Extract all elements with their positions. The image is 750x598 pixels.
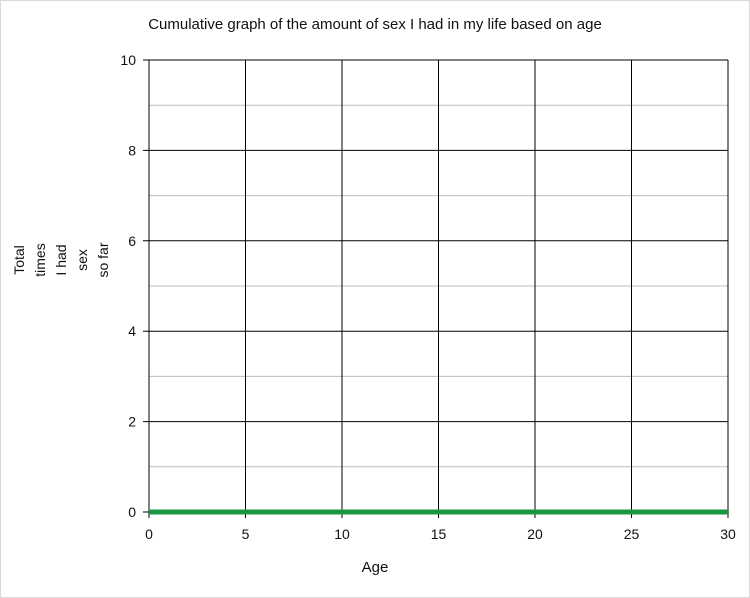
x-tick-label: 25 [624, 526, 640, 542]
x-tick-label: 15 [431, 526, 447, 542]
y-axis-label-line: I had [53, 244, 69, 275]
y-axis-label-line: Total [11, 245, 27, 275]
x-tick-label: 10 [334, 526, 350, 542]
x-tick-label: 30 [720, 526, 736, 542]
x-tick-label: 0 [145, 526, 153, 542]
y-axis-label-line: so far [95, 242, 111, 277]
x-tick-label: 20 [527, 526, 543, 542]
x-tick-labels: 0 5 10 15 20 25 30 [145, 526, 736, 542]
major-gridlines [143, 59, 729, 518]
y-tick-label: 6 [128, 233, 136, 249]
y-tick-labels: 0 2 4 6 8 10 [120, 52, 136, 520]
y-axis-label-line: sex [74, 249, 90, 271]
axes [143, 60, 728, 518]
y-tick-label: 2 [128, 414, 136, 430]
y-tick-label: 10 [120, 52, 136, 68]
y-tick-label: 8 [128, 142, 136, 158]
y-axis-label: Total times I had sex so far [11, 242, 111, 277]
x-tick-label: 5 [242, 526, 250, 542]
y-axis-label-line: times [32, 243, 48, 276]
y-tick-label: 0 [128, 504, 136, 520]
y-tick-label: 4 [128, 323, 136, 339]
chart-title: Cumulative graph of the amount of sex I … [148, 16, 602, 33]
x-axis-label: Age [362, 559, 389, 576]
